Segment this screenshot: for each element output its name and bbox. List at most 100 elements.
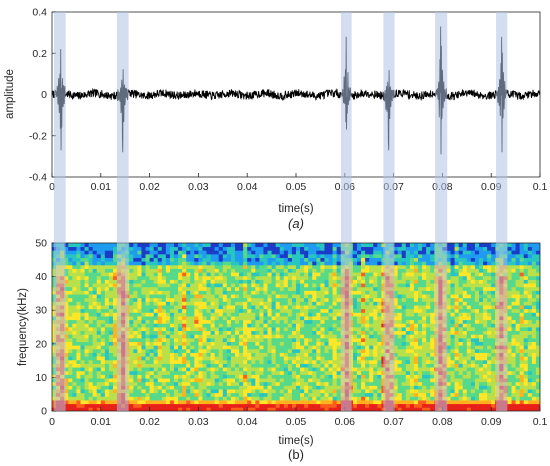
spectrogram-cell (226, 407, 232, 411)
spectrogram-cell (446, 330, 451, 335)
spectrogram-cell (169, 352, 175, 357)
spectrogram-cell (357, 268, 362, 273)
spectrogram-cell (194, 319, 199, 324)
spectrogram-cell (466, 261, 472, 266)
spectrogram-cell (113, 345, 118, 350)
spectrogram-cell (446, 392, 451, 397)
spectrogram-cell (113, 403, 118, 408)
spectrogram-cell (235, 312, 240, 317)
spectrogram-cell (64, 374, 69, 379)
spectrogram-cell (72, 400, 77, 405)
spectrogram-cell (72, 323, 77, 328)
spectrogram-cell (100, 363, 106, 368)
spectrogram-cell (239, 378, 244, 383)
spectrogram-cell (405, 370, 411, 375)
spectrogram-cell (214, 250, 220, 255)
spectrogram-cell (129, 352, 134, 357)
spectrogram-cell (352, 348, 358, 353)
spectrogram-cell (218, 378, 224, 383)
spectrogram-cell (108, 363, 114, 368)
spectrogram-cell (247, 356, 252, 361)
spectrogram-cell (332, 279, 338, 284)
spectrogram-cell (324, 316, 329, 321)
spectrogram-cell (377, 370, 382, 375)
spectrogram-cell (194, 396, 199, 401)
spectrogram-cell (255, 319, 260, 324)
spectrogram-cell (462, 341, 468, 346)
spectrogram-cell (304, 396, 309, 401)
spectrogram-cell (279, 301, 285, 306)
spectrogram-cell (214, 337, 220, 343)
spectrogram-cell (405, 308, 411, 313)
spectrogram-cell (259, 316, 264, 321)
spectrogram-cell (397, 356, 403, 361)
spectrogram-cell (458, 363, 464, 368)
spectrogram-cell (174, 272, 179, 277)
spectrogram-cell (108, 341, 114, 346)
spectrogram-cell (96, 275, 102, 280)
spectrogram-cell (263, 396, 268, 401)
spectrogram-cell (104, 301, 110, 306)
spectrogram-cell (397, 334, 403, 339)
spectrogram-cell (161, 374, 167, 379)
spectrogram-cell (239, 253, 244, 259)
spectrogram-cell (210, 337, 216, 343)
spectrogram-cell (267, 341, 272, 346)
spectrogram-cell (361, 385, 366, 390)
spectrogram-cell (479, 378, 484, 383)
spectrogram-cell (178, 257, 183, 262)
spectrogram-cell (287, 250, 293, 255)
spectrogram-cell (137, 341, 142, 346)
spectrogram-cell (413, 327, 419, 332)
spectrogram-cell (174, 297, 179, 302)
spectrogram-cell (230, 301, 236, 306)
spectrogram-cell (174, 352, 179, 357)
spectrogram-cell (230, 286, 236, 291)
spectrogram-cell (194, 312, 199, 317)
spectrogram-cell (92, 378, 98, 383)
spectrogram-cell (377, 275, 382, 280)
spectrogram-cell (324, 378, 329, 383)
spectrogram-cell (450, 250, 455, 255)
spectrogram-cell (165, 279, 171, 284)
spectrogram-cell (198, 250, 203, 255)
spectrogram-cell (190, 367, 195, 372)
spectrogram-cell (393, 396, 399, 401)
spectrogram-cell (304, 290, 309, 295)
spectrogram-cell (182, 337, 187, 343)
spectrogram-cell (153, 374, 159, 379)
spectrogram-cell (210, 356, 216, 361)
spectrogram-cell (324, 319, 329, 324)
spectrogram-cell (487, 400, 492, 405)
spectrogram-cell (230, 279, 236, 284)
spectrogram-cell (194, 341, 199, 346)
spectrogram-cell (304, 323, 309, 328)
spectrogram-cell (218, 385, 224, 390)
spectrogram-cell (316, 283, 321, 288)
spectrogram-cell (113, 323, 118, 328)
spectrogram-cell (235, 337, 240, 343)
spectrogram-cell (84, 374, 89, 379)
spectrogram-cell (72, 305, 77, 310)
spectrogram-cell (239, 305, 244, 310)
spectrogram-cell (352, 337, 358, 343)
spectrogram-cell (275, 301, 281, 306)
spectrogram-cell (145, 352, 150, 357)
spectrogram-cell (324, 403, 329, 408)
spectrogram-cell (133, 381, 138, 386)
spectrogram-cell (218, 246, 224, 251)
spectrogram-cell (365, 246, 370, 251)
spectrogram-cell (235, 319, 240, 324)
spectrogram-cell (409, 330, 415, 335)
spectrogram-cell (263, 312, 268, 317)
spectrogram-cell (239, 367, 244, 372)
spectrogram-cell (450, 396, 455, 401)
spectrogram-cell (393, 243, 399, 248)
spectrogram-cell (413, 403, 419, 408)
spectrogram-cell (72, 385, 77, 390)
spectrogram-cell (96, 378, 102, 383)
spectrogram-cell (157, 250, 163, 255)
spectrogram-cell (72, 407, 77, 411)
spectrogram-cell (149, 286, 155, 291)
spectrogram-cell (393, 363, 399, 368)
